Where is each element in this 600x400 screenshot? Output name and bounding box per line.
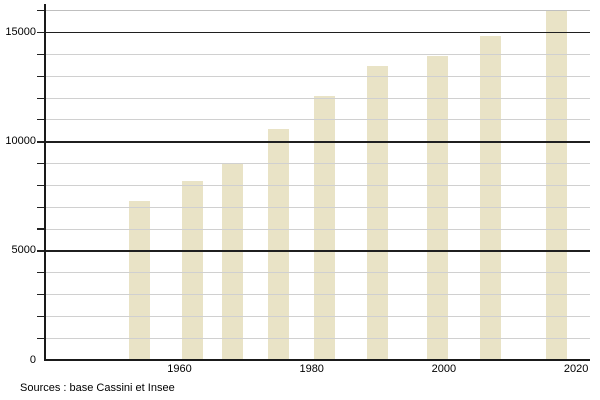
bar xyxy=(367,66,389,360)
y-axis-tick xyxy=(37,228,44,230)
minor-gridline xyxy=(44,337,590,339)
bar xyxy=(129,200,151,360)
y-axis-tick xyxy=(37,293,44,296)
minor-gridline xyxy=(44,97,590,99)
minor-gridline xyxy=(44,228,590,230)
major-gridline xyxy=(44,250,590,252)
x-tick-label: 1960 xyxy=(167,363,192,375)
y-axis-tick xyxy=(37,162,44,165)
bar xyxy=(182,181,204,360)
bar xyxy=(221,163,243,360)
y-tick-label: 15000 xyxy=(5,26,36,39)
minor-gridline xyxy=(44,163,590,165)
bar xyxy=(426,55,448,360)
y-axis-tick xyxy=(37,315,44,317)
y-axis-tick xyxy=(37,206,44,208)
y-tick-label: 5000 xyxy=(11,244,36,257)
minor-gridline xyxy=(44,206,590,208)
y-axis-tick xyxy=(37,53,44,55)
y-axis-line xyxy=(44,4,46,361)
minor-gridline xyxy=(44,53,590,55)
bar xyxy=(314,95,336,360)
y-axis-tick xyxy=(37,250,44,252)
y-axis-tick xyxy=(37,272,44,274)
y-axis-tick xyxy=(37,97,44,99)
x-tick-label: 1980 xyxy=(299,363,324,375)
y-axis-tick xyxy=(37,75,44,77)
major-gridline xyxy=(44,31,590,34)
y-axis-tick xyxy=(37,32,44,34)
y-axis-tick xyxy=(37,10,44,12)
bar xyxy=(479,35,501,360)
y-tick-label: 0 xyxy=(29,353,36,366)
y-axis-tick xyxy=(37,337,44,339)
minor-gridline xyxy=(44,315,590,317)
y-axis-tick xyxy=(37,119,44,121)
y-axis-tick xyxy=(37,184,44,186)
x-tick-label: 2020 xyxy=(563,363,589,375)
minor-gridline xyxy=(44,10,590,12)
source-text: Sources : base Cassini et Insee xyxy=(20,382,175,394)
minor-gridline xyxy=(44,119,590,121)
y-tick-label: 10000 xyxy=(5,135,36,148)
y-axis-tick xyxy=(37,141,44,143)
minor-gridline xyxy=(44,294,590,296)
x-axis-line xyxy=(44,359,590,361)
minor-gridline xyxy=(44,184,590,186)
major-gridline xyxy=(44,141,590,143)
bar xyxy=(268,128,290,360)
minor-gridline xyxy=(44,75,590,77)
x-tick-label: 2000 xyxy=(431,363,457,375)
minor-gridline xyxy=(44,272,590,274)
